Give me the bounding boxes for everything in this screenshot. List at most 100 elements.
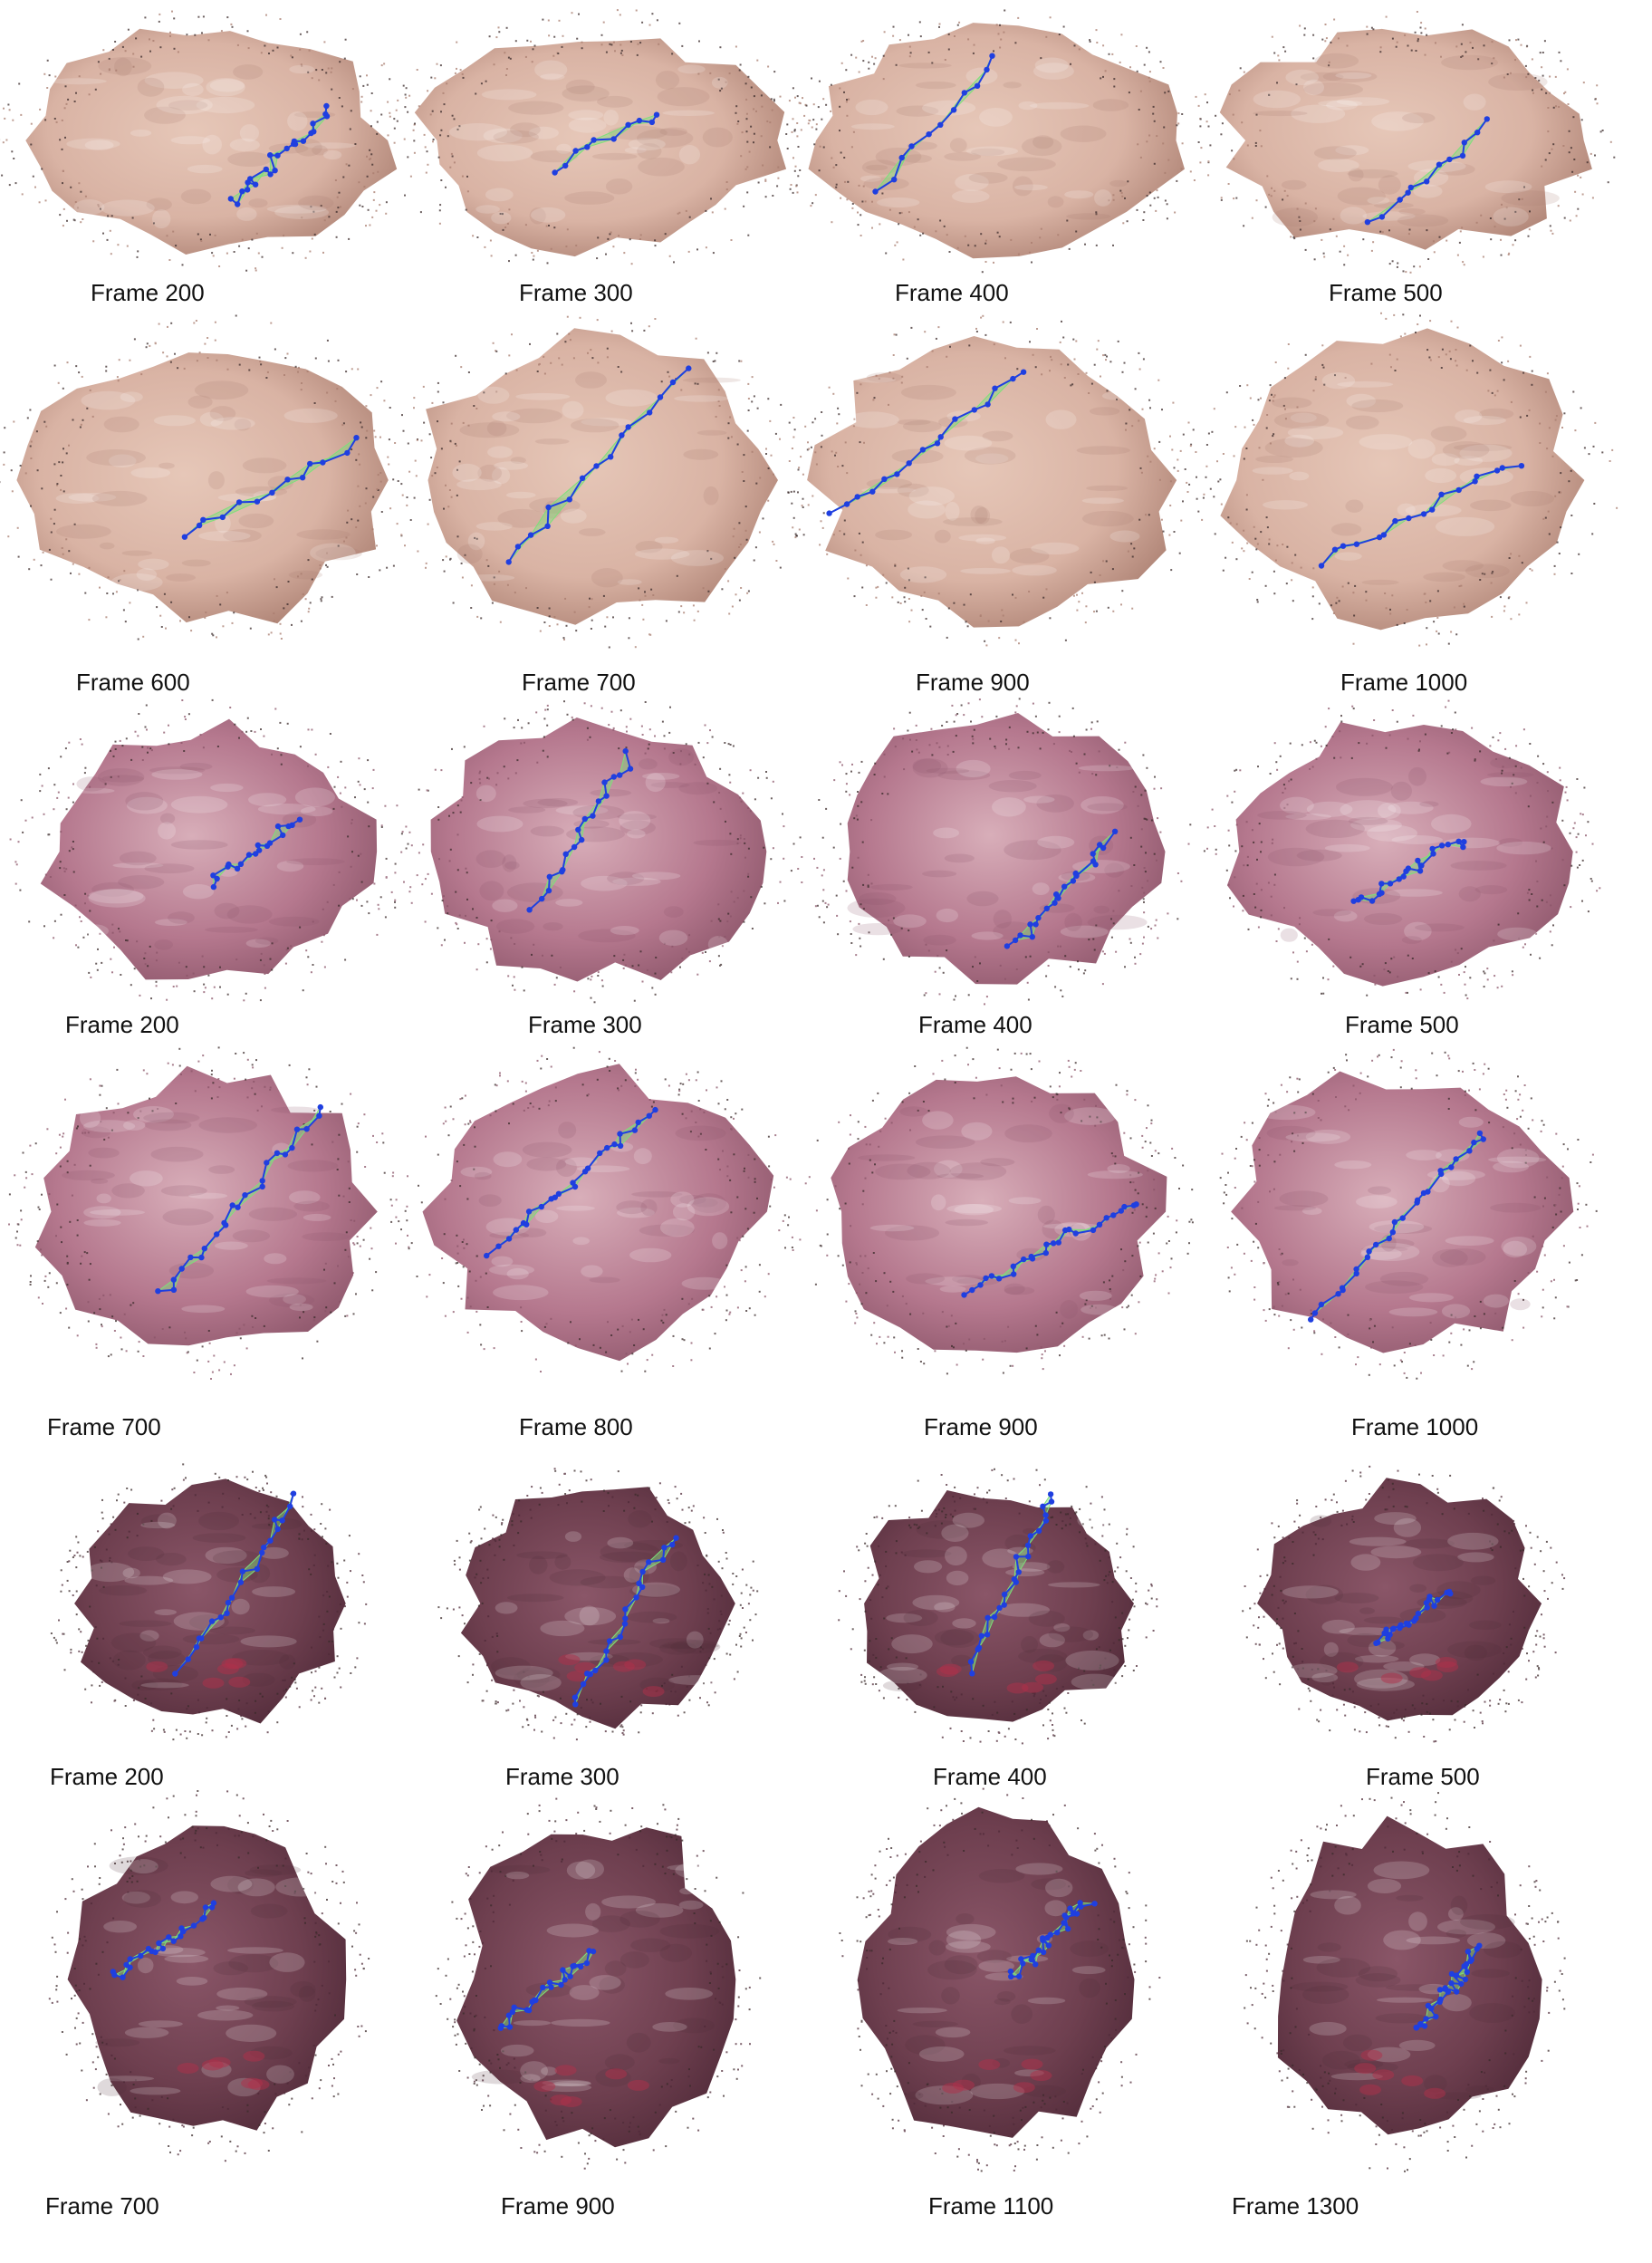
frame-caption: Frame 700 xyxy=(522,669,636,696)
reconstruction-image xyxy=(400,1046,794,1372)
frame-caption: Frame 800 xyxy=(519,1413,633,1440)
frame-caption: Frame 200 xyxy=(50,1763,164,1790)
tissue-reconstruction xyxy=(807,336,1177,628)
frame-panel xyxy=(788,1463,1205,1745)
frame-panel xyxy=(389,1463,806,1744)
tracked-instrument-points xyxy=(552,111,660,176)
tracked-instrument-points xyxy=(826,369,1027,516)
reconstruction-image xyxy=(50,1463,368,1741)
frame-caption: Frame 400 xyxy=(918,1011,1032,1038)
frame-caption: Frame 500 xyxy=(1329,279,1443,306)
tracked-instrument-points xyxy=(1318,463,1525,569)
frame-panel xyxy=(388,313,814,649)
tracked-instrument-points xyxy=(210,816,303,891)
tracked-instrument-points xyxy=(505,365,692,565)
tissue-reconstruction xyxy=(456,1827,736,2148)
frame-caption: Frame 400 xyxy=(895,279,1009,306)
tracked-instrument-points xyxy=(155,1103,323,1295)
tracked-instrument-points xyxy=(1004,828,1119,949)
frame-panel xyxy=(389,1789,806,2170)
tracked-instrument-points xyxy=(227,102,331,207)
tissue-reconstruction xyxy=(1277,1815,1542,2135)
frame-panel xyxy=(1196,698,1612,1006)
frame-panel xyxy=(1196,9,1616,274)
reconstruction-image xyxy=(48,1790,370,2162)
frame-panel xyxy=(0,1046,417,1380)
reconstruction-image xyxy=(388,315,814,649)
tissue-reconstruction xyxy=(1226,722,1573,987)
tracked-instrument-points xyxy=(497,1948,597,2031)
tissue-reconstruction xyxy=(1257,1478,1542,1721)
frame-caption: Frame 1000 xyxy=(1351,1413,1479,1440)
frame-caption: Frame 900 xyxy=(916,669,1030,696)
reconstruction-image xyxy=(1219,1048,1598,1380)
tracked-instrument-points xyxy=(872,53,995,195)
tracked-instrument-points xyxy=(571,1535,679,1708)
tissue-reconstruction xyxy=(1220,328,1585,631)
reconstruction-image xyxy=(1242,1465,1566,1743)
tissue-reconstruction xyxy=(426,328,778,625)
frame-caption: Frame 1300 xyxy=(1232,2192,1359,2220)
frame-caption: Frame 900 xyxy=(501,2192,615,2220)
frame-panel xyxy=(1196,1046,1612,1380)
tissue-reconstruction xyxy=(1231,1071,1574,1353)
frame-panel xyxy=(0,698,417,1006)
reconstruction-image xyxy=(387,9,807,265)
tissue-reconstruction xyxy=(25,28,398,255)
reconstruction-image xyxy=(400,700,795,1004)
tissue-reconstruction xyxy=(430,717,767,982)
reconstruction-image xyxy=(787,314,1208,647)
frame-panel xyxy=(788,1787,1205,2172)
frame-panel xyxy=(0,9,417,272)
frame-panel xyxy=(0,313,418,648)
tissue-reconstruction xyxy=(40,718,378,980)
tracked-instrument-points xyxy=(181,435,360,540)
tissue-reconstruction xyxy=(831,1076,1167,1353)
tissue-reconstruction xyxy=(1219,28,1592,250)
tracked-instrument-points xyxy=(961,1201,1139,1298)
frame-caption: Frame 300 xyxy=(528,1011,642,1038)
reconstruction-image xyxy=(1197,11,1616,274)
reconstruction-image xyxy=(799,1046,1194,1375)
frame-caption: Frame 700 xyxy=(47,1413,161,1440)
reconstruction-image xyxy=(1244,1792,1566,2172)
frame-panel xyxy=(387,9,807,272)
tissue-reconstruction xyxy=(847,713,1166,985)
frame-panel xyxy=(788,698,1205,1006)
reconstruction-image xyxy=(797,698,1192,1006)
tissue-reconstruction xyxy=(67,1825,347,2131)
reconstruction-image xyxy=(839,1787,1161,2172)
frame-caption: Frame 200 xyxy=(65,1011,179,1038)
frame-caption: Frame 500 xyxy=(1345,1011,1459,1038)
frame-panel xyxy=(1195,312,1618,648)
tissue-reconstruction xyxy=(808,23,1185,259)
frame-caption: Frame 1000 xyxy=(1340,669,1468,696)
tracked-instrument-points xyxy=(1364,116,1490,226)
tracked-instrument-points xyxy=(110,1900,217,1980)
frame-caption: Frame 1100 xyxy=(928,2192,1054,2220)
reconstruction-image xyxy=(785,9,1212,274)
frame-panel xyxy=(785,9,1212,274)
frame-caption: Frame 300 xyxy=(519,279,633,306)
tissue-reconstruction xyxy=(16,352,389,624)
tracked-instrument-points xyxy=(1350,838,1467,904)
reconstruction-image xyxy=(838,1468,1158,1745)
frame-panel xyxy=(0,1789,417,2170)
tracked-instrument-points xyxy=(967,1491,1055,1677)
reconstruction-image xyxy=(435,1797,762,2170)
frame-panel xyxy=(389,1046,806,1377)
tissue-reconstruction xyxy=(857,1806,1135,2138)
frame-panel xyxy=(788,1046,1205,1377)
reconstruction-image xyxy=(0,10,416,272)
reconstruction-image xyxy=(437,1468,759,1741)
frame-panel xyxy=(1196,1789,1612,2172)
frame-panel xyxy=(389,698,806,1006)
tracked-instrument-points xyxy=(1007,1900,1098,1979)
reconstruction-image xyxy=(0,314,418,640)
frame-caption: Frame 200 xyxy=(91,279,205,306)
tracked-instrument-points xyxy=(1308,1130,1486,1323)
tracked-instrument-points xyxy=(484,1106,658,1259)
frame-panel xyxy=(0,1463,417,1744)
frame-panel xyxy=(787,313,1208,648)
tracked-instrument-points xyxy=(1373,1588,1454,1646)
